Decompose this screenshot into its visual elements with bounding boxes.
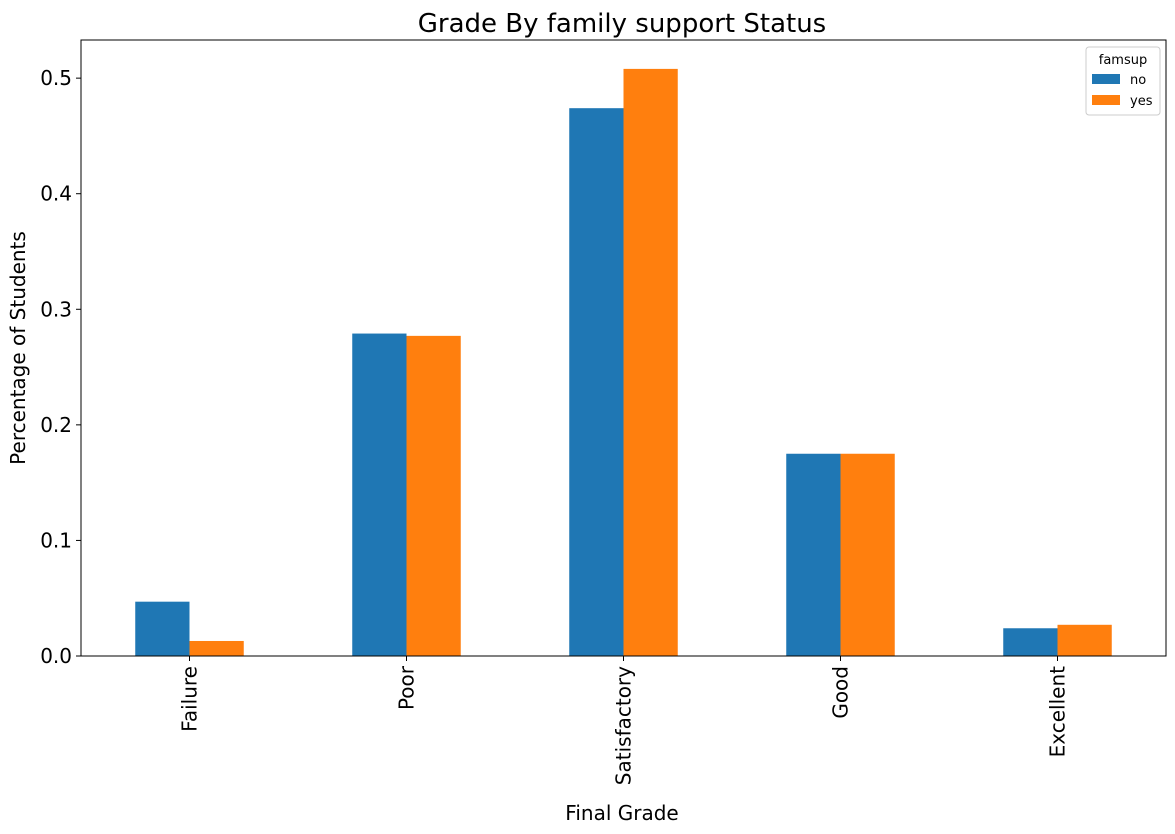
legend-label-no: no [1130,73,1146,88]
y-tick-label: 0.2 [40,413,72,437]
legend: famsup no yes [1085,46,1161,116]
bar-yes-poor [406,335,461,656]
x-tick-label: Good [829,666,853,719]
bar-yes-excellent [1057,624,1112,656]
legend-label-yes: yes [1130,94,1153,109]
y-tick-label: 0.4 [40,182,72,206]
plot-frame [80,39,1167,657]
bar-no-excellent [1003,628,1058,656]
bar-no-poor [352,333,407,656]
chart-title: Grade By family support Status [418,9,826,39]
y-axis: 0.0 0.1 0.2 0.3 0.4 0.5 [40,66,81,668]
y-tick-label: 0.1 [40,528,72,552]
x-tick-label: Satisfactory [612,666,636,785]
legend-swatch-yes [1092,95,1120,105]
y-tick-label: 0.0 [40,644,72,668]
bar-no-failure [135,601,190,656]
x-tick-label: Failure [178,666,202,732]
y-tick-label: 0.5 [40,66,72,90]
x-axis-label: Final Grade [565,801,678,825]
x-tick-label: Excellent [1046,666,1070,758]
bar-no-satisfactory [569,108,624,656]
bars [135,68,1112,656]
bar-yes-failure [189,640,244,656]
y-tick-label: 0.3 [40,297,72,321]
x-tick-label: Poor [395,665,419,710]
x-axis: Failure Poor Satisfactory Good Excellent [178,656,1070,785]
legend-swatch-no [1092,74,1120,84]
bar-no-good [786,453,841,656]
bar-yes-good [840,453,895,656]
legend-title: famsup [1099,53,1147,68]
bar-yes-satisfactory [623,68,678,656]
y-axis-label: Percentage of Students [6,231,30,465]
